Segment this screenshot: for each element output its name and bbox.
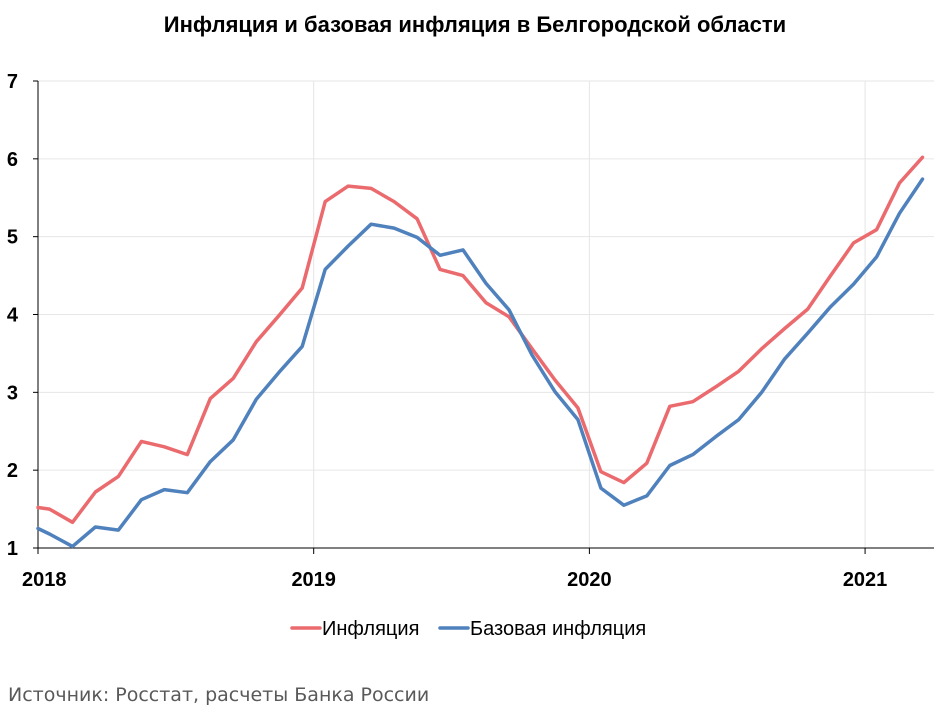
source-note: Источник: Росстат, расчеты Банка России (8, 684, 430, 706)
grid-lines (38, 80, 934, 548)
legend-label-core-inflation: Базовая инфляция (470, 618, 646, 640)
legend-label-inflation: Инфляция (322, 618, 419, 640)
axes (33, 80, 934, 554)
y-tick-4: 4 (7, 305, 19, 327)
y-tick-5: 5 (7, 227, 18, 249)
x-tick-2020: 2020 (567, 569, 612, 591)
x-tick-labels: 2018 2019 2020 2021 (22, 569, 887, 591)
series-line-inflation (36, 155, 925, 525)
y-tick-3: 3 (7, 382, 18, 404)
y-tick-6: 6 (7, 149, 18, 171)
y-tick-7: 7 (7, 71, 18, 93)
y-tick-labels: 1 2 3 4 5 6 7 (7, 71, 19, 560)
x-tick-2021: 2021 (843, 569, 888, 591)
series-line-core-inflation (36, 177, 925, 549)
chart-title: Инфляция и базовая инфляция в Белгородск… (163, 12, 787, 37)
y-tick-2: 2 (7, 460, 18, 482)
series-lines (36, 155, 925, 549)
x-tick-2018: 2018 (22, 569, 67, 591)
x-tick-2019: 2019 (291, 569, 336, 591)
y-tick-1: 1 (7, 538, 18, 560)
legend: Инфляция Базовая инфляция (290, 618, 646, 640)
